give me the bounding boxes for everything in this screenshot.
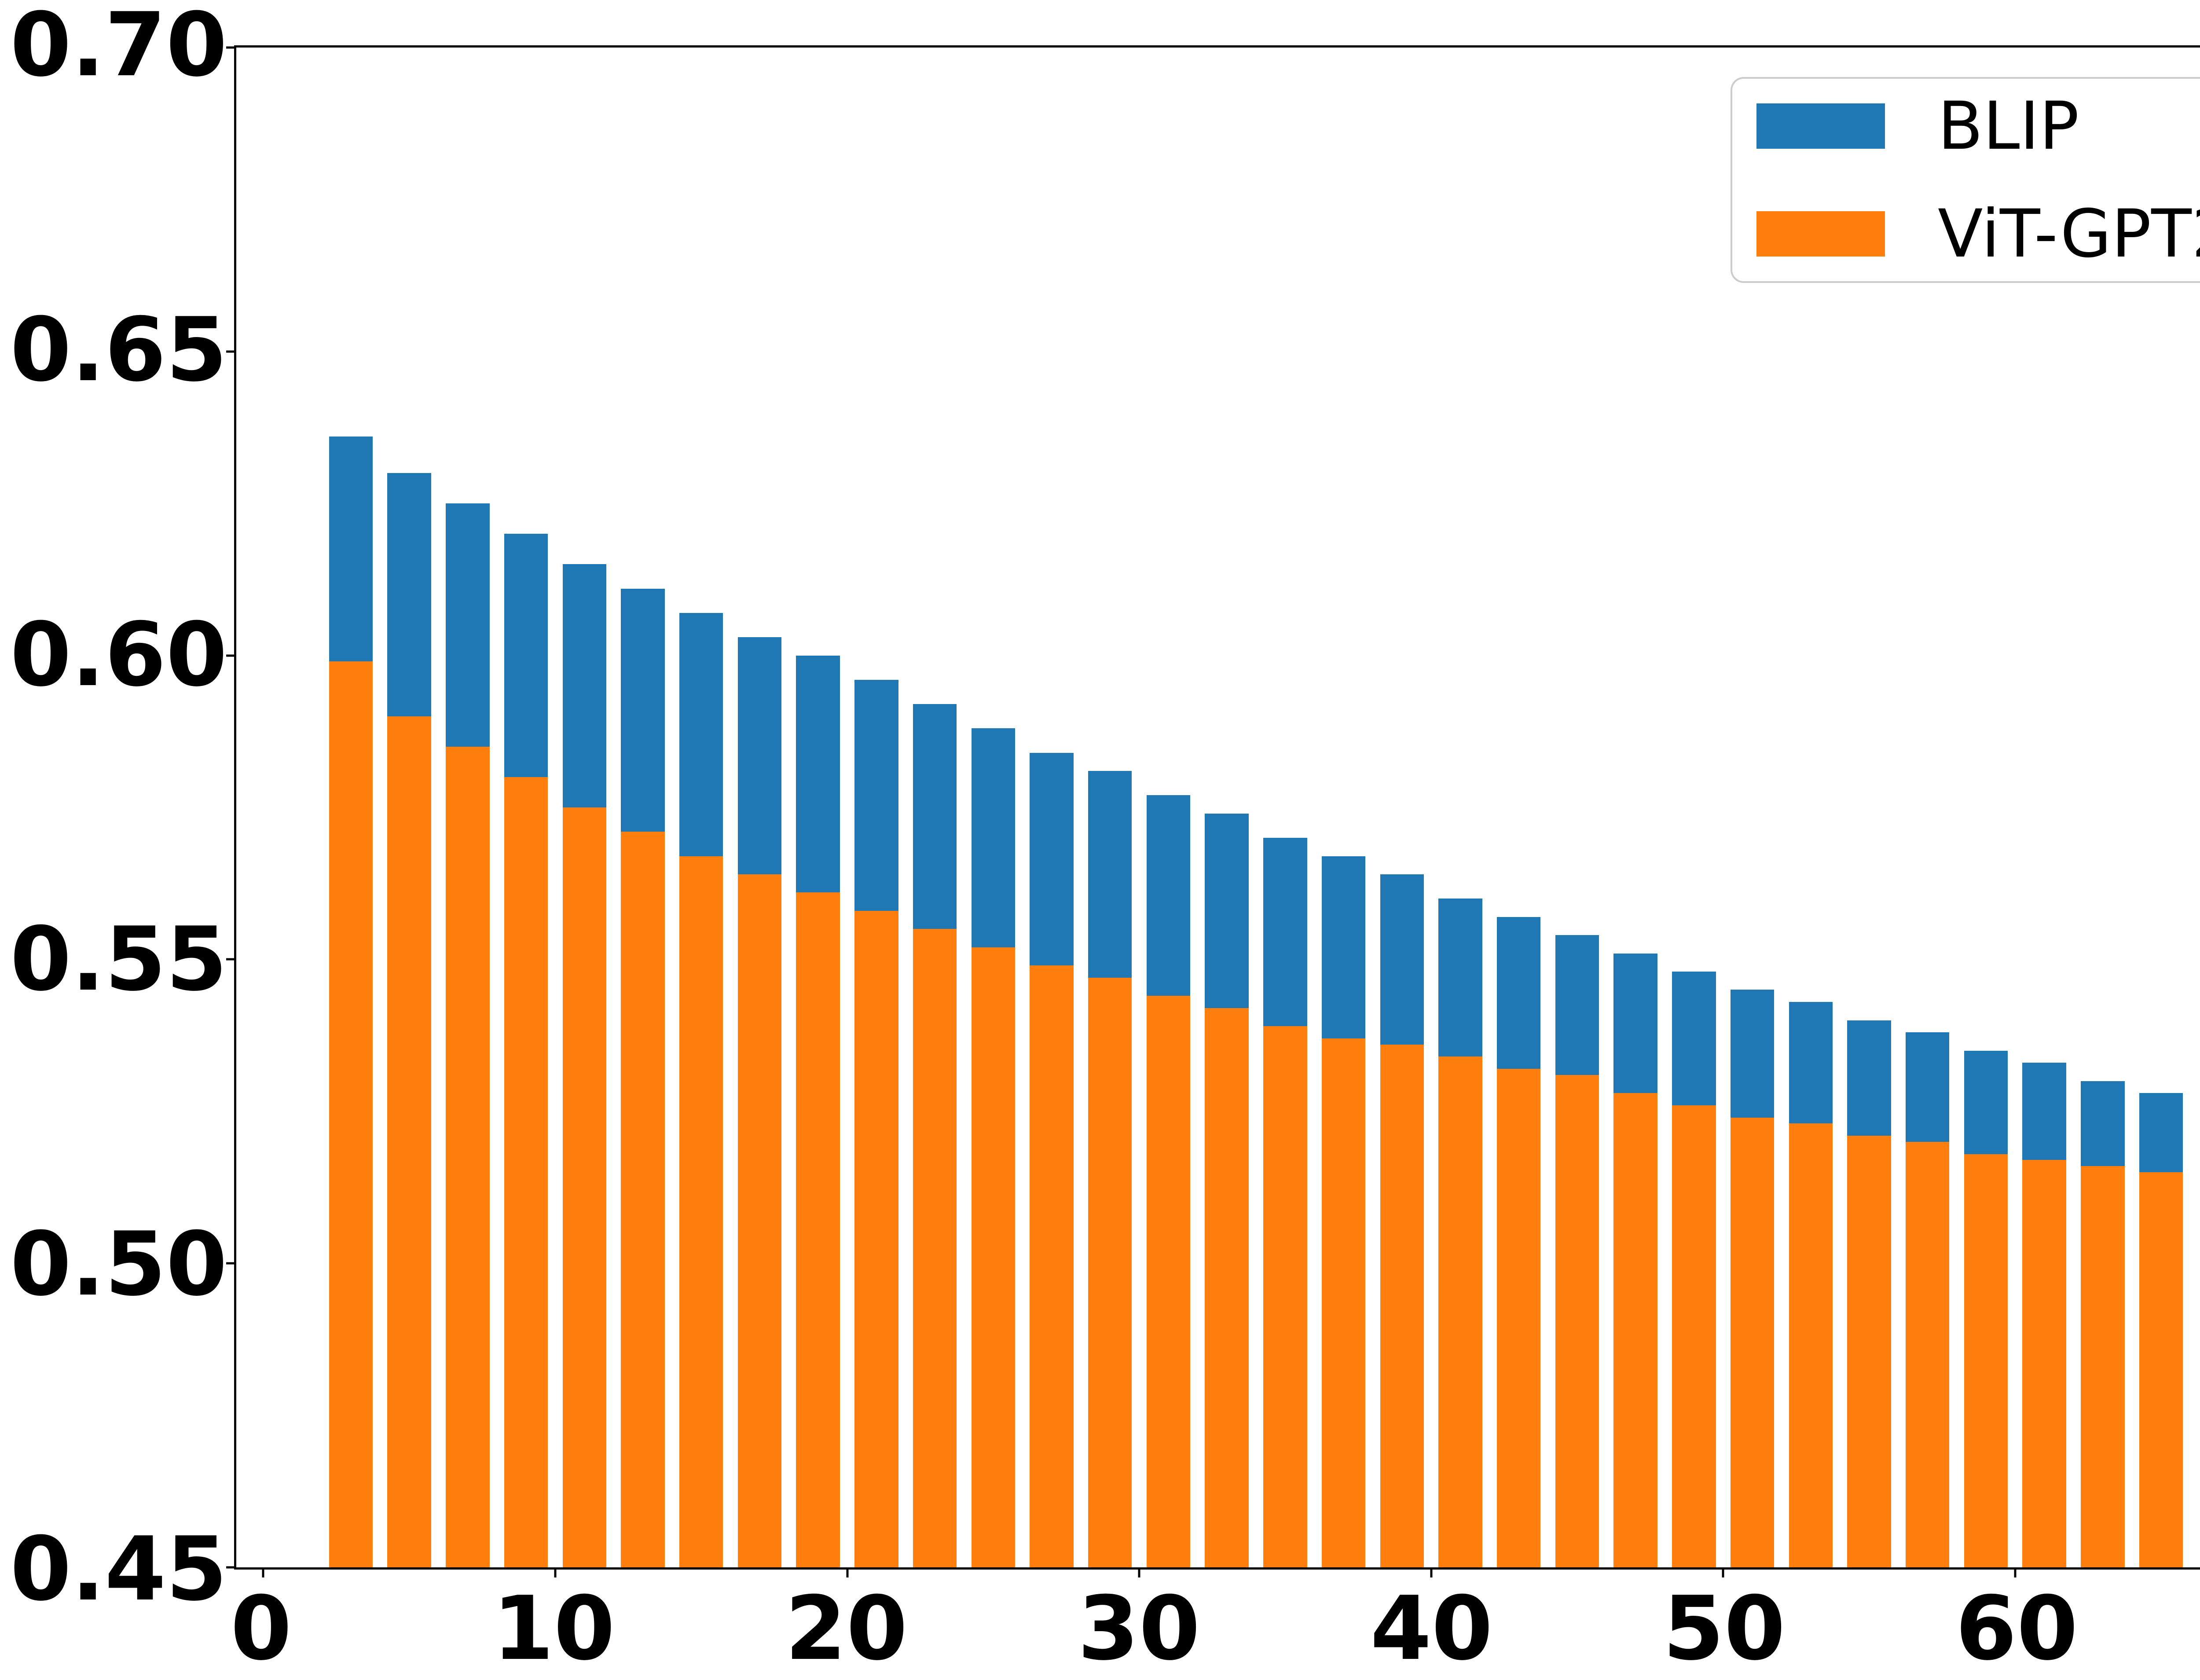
bar-vit-gpt2 bbox=[737, 874, 782, 1567]
y-tick-label: 0.50 bbox=[10, 1213, 227, 1316]
y-tick-label: 0.70 bbox=[10, 0, 227, 96]
bar-vit-gpt2 bbox=[679, 856, 723, 1567]
legend-label-blip: BLIP bbox=[1938, 88, 2079, 165]
bar-vit-gpt2 bbox=[446, 746, 490, 1567]
y-tick-mark bbox=[226, 350, 234, 353]
bar-vit-gpt2 bbox=[562, 807, 607, 1567]
legend-label-vit-gpt2: ViT-GPT2 bbox=[1938, 195, 2200, 272]
y-tick-label: 0.60 bbox=[10, 603, 227, 706]
x-tick-mark bbox=[1138, 1570, 1140, 1577]
bar-vit-gpt2 bbox=[1380, 1044, 1424, 1567]
bar-vit-gpt2 bbox=[1730, 1117, 1775, 1567]
bar-vit-gpt2 bbox=[1613, 1093, 1657, 1567]
x-tick-label: 40 bbox=[1370, 1577, 1493, 1680]
bar-vit-gpt2 bbox=[1088, 977, 1132, 1567]
y-tick-label: 0.45 bbox=[10, 1518, 227, 1621]
bar-vit-gpt2 bbox=[1789, 1123, 1833, 1567]
legend-swatch-blip bbox=[1756, 103, 1885, 149]
bar-vit-gpt2 bbox=[387, 716, 431, 1567]
bar-vit-gpt2 bbox=[2139, 1172, 2183, 1567]
bar-vit-gpt2 bbox=[1555, 1075, 1599, 1567]
bar-vit-gpt2 bbox=[1438, 1056, 1482, 1567]
y-tick-mark bbox=[226, 654, 234, 657]
x-tick-label: 0 bbox=[230, 1577, 292, 1680]
bar-vit-gpt2 bbox=[1964, 1154, 2008, 1567]
bar-vit-gpt2 bbox=[1030, 965, 1074, 1567]
x-tick-mark bbox=[1722, 1570, 1724, 1577]
bar-vit-gpt2 bbox=[2081, 1166, 2125, 1567]
legend-swatch-vit-gpt2 bbox=[1756, 211, 1885, 257]
bar-vit-gpt2 bbox=[796, 892, 840, 1567]
plot-area bbox=[226, 45, 2200, 1577]
bar-vit-gpt2 bbox=[1321, 1038, 1366, 1567]
x-tick-mark bbox=[262, 1570, 264, 1577]
legend-item-vit-gpt2: ViT-GPT2 bbox=[1756, 201, 2200, 267]
bar-vit-gpt2 bbox=[1205, 1008, 1249, 1567]
x-tick-mark bbox=[1430, 1570, 1433, 1577]
x-tick-label: 50 bbox=[1663, 1577, 1786, 1680]
y-tick-mark bbox=[226, 46, 234, 49]
bar-vit-gpt2 bbox=[1496, 1069, 1541, 1567]
x-tick-label: 30 bbox=[1078, 1577, 1200, 1680]
bar-vit-gpt2 bbox=[1905, 1141, 1950, 1567]
y-tick-label: 0.55 bbox=[10, 908, 227, 1011]
bar-vit-gpt2 bbox=[621, 832, 665, 1567]
bar-vit-gpt2 bbox=[329, 661, 373, 1567]
bar-vit-gpt2 bbox=[1263, 1026, 1307, 1567]
x-tick-mark bbox=[2014, 1570, 2017, 1577]
legend: BLIP ViT-GPT2 bbox=[1731, 77, 2200, 283]
bar-vit-gpt2 bbox=[504, 777, 548, 1567]
legend-item-blip: BLIP bbox=[1756, 93, 2200, 159]
y-tick-mark bbox=[226, 1566, 234, 1569]
x-tick-mark bbox=[846, 1570, 848, 1577]
bar-vit-gpt2 bbox=[1146, 996, 1191, 1567]
bar-vit-gpt2 bbox=[854, 910, 898, 1567]
bar-vit-gpt2 bbox=[971, 947, 1016, 1567]
y-tick-mark bbox=[226, 958, 234, 961]
bar-vit-gpt2 bbox=[913, 929, 957, 1567]
x-tick-label: 60 bbox=[1955, 1577, 2078, 1680]
x-tick-mark bbox=[554, 1570, 557, 1577]
x-tick-label: 20 bbox=[785, 1577, 908, 1680]
bar-vit-gpt2 bbox=[1672, 1105, 1716, 1567]
y-tick-mark bbox=[226, 1262, 234, 1265]
x-tick-label: 10 bbox=[492, 1577, 615, 1680]
bar-vit-gpt2 bbox=[2022, 1160, 2066, 1567]
bar-vit-gpt2 bbox=[1847, 1136, 1891, 1567]
y-tick-label: 0.65 bbox=[10, 298, 227, 401]
